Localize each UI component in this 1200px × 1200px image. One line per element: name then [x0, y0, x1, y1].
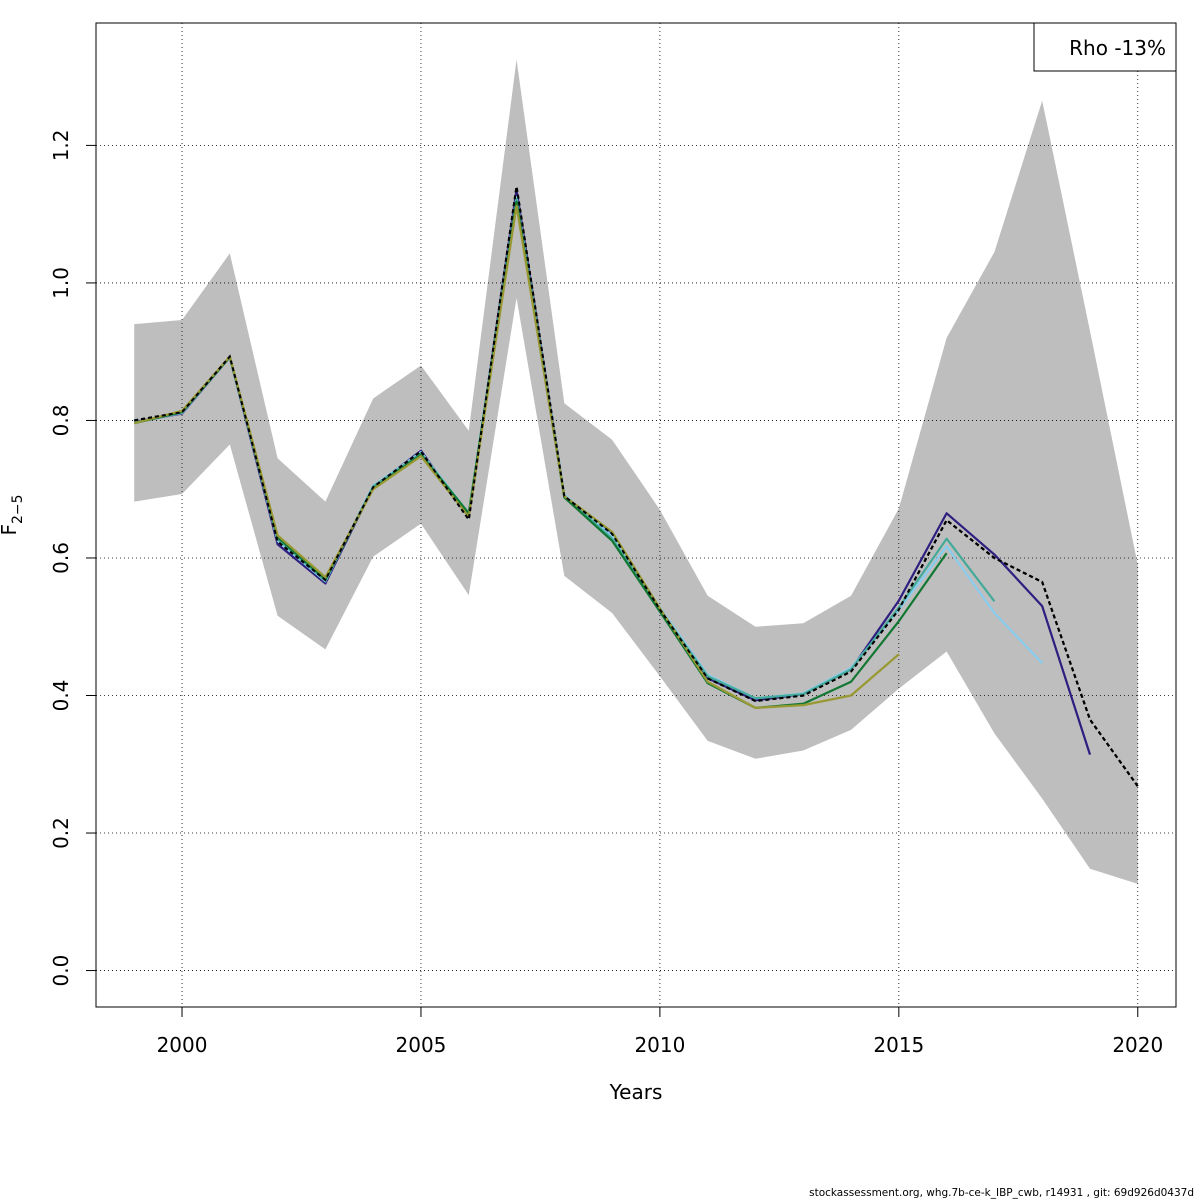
- series-line-0-overlay: [134, 186, 1139, 787]
- y-tick-label-0.4: 0.4: [49, 680, 73, 712]
- confidence-band-layer: [134, 59, 1138, 884]
- x-tick-label-2010: 2010: [634, 1033, 685, 1057]
- x-tick-label-2020: 2020: [1112, 1033, 1163, 1057]
- legend-box: [1033, 22, 1177, 72]
- legend-text: Rho -13%: [1069, 36, 1166, 60]
- x-tick-label-2005: 2005: [396, 1033, 447, 1057]
- x-tick-label-2015: 2015: [873, 1033, 924, 1057]
- y-tick-label-1.2: 1.2: [49, 129, 73, 161]
- y-tick-label-0.0: 0.0: [49, 955, 73, 987]
- plot-frame: [95, 22, 1177, 1008]
- x-axis-title: Years: [609, 1080, 663, 1104]
- series-line-5: [133, 204, 900, 709]
- footer-source: stockassessment.org, whg.7b-ce-k_IBP_cwb…: [809, 1187, 1194, 1199]
- y-axis-title: F2−5: [0, 494, 26, 535]
- y-tick-label-0.8: 0.8: [49, 405, 73, 437]
- confidence-band: [134, 59, 1138, 884]
- legend: Rho -13%: [1033, 22, 1177, 72]
- y-tick-label-1.0: 1.0: [49, 267, 73, 299]
- grid-layer: [96, 23, 1176, 1007]
- x-tick-label-2000: 2000: [157, 1033, 208, 1057]
- y-tick-label-0.6: 0.6: [49, 542, 73, 574]
- y-tick-label-0.2: 0.2: [49, 817, 73, 849]
- axis-layer: 2000 2005 2010 2015 2020 0.0 0.2 0.4 0.6 0.8 1.0 1.…: [49, 129, 1163, 1057]
- series-layer: [133, 185, 1139, 787]
- y-axis-title-main: F: [0, 524, 21, 536]
- y-axis-title-subscript: 2−5: [10, 494, 26, 524]
